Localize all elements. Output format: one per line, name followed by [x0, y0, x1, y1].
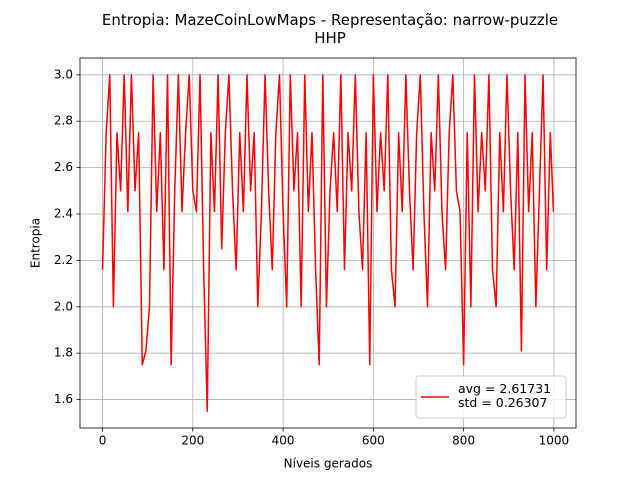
x-tick-label: 1000 [539, 434, 570, 448]
x-axis-label: Níveis gerados [284, 457, 373, 471]
x-tick-label: 200 [181, 434, 204, 448]
x-tick-label: 600 [362, 434, 385, 448]
y-tick-label: 1.6 [54, 392, 73, 406]
data-line [101, 74, 555, 412]
y-tick-label: 1.8 [54, 346, 73, 360]
y-tick-label: 2.8 [54, 114, 73, 128]
y-tick-label: 2.2 [54, 253, 73, 267]
y-tick-label: 3.0 [54, 67, 73, 81]
legend-text-box: avg = 2.61731 std = 0.26307 [458, 382, 552, 410]
y-axis-label: Entropia [29, 218, 43, 268]
y-tick-label: 2.4 [54, 207, 73, 221]
y-tick-label: 2.0 [54, 299, 73, 313]
title-box: Entropia: MazeCoinLowMaps - Representaçã… [101, 11, 559, 47]
x-tick-label: 400 [272, 434, 295, 448]
chart-title: Entropia: MazeCoinLowMaps - Representaçã… [101, 11, 559, 47]
x-tick-label: 800 [452, 434, 475, 448]
axes-frame [79, 57, 577, 429]
x-tick-label: 0 [99, 434, 107, 448]
y-tick-label: 2.6 [54, 160, 73, 174]
legend-label: avg = 2.61731 std = 0.26307 [458, 382, 552, 410]
legend-box [415, 375, 567, 419]
